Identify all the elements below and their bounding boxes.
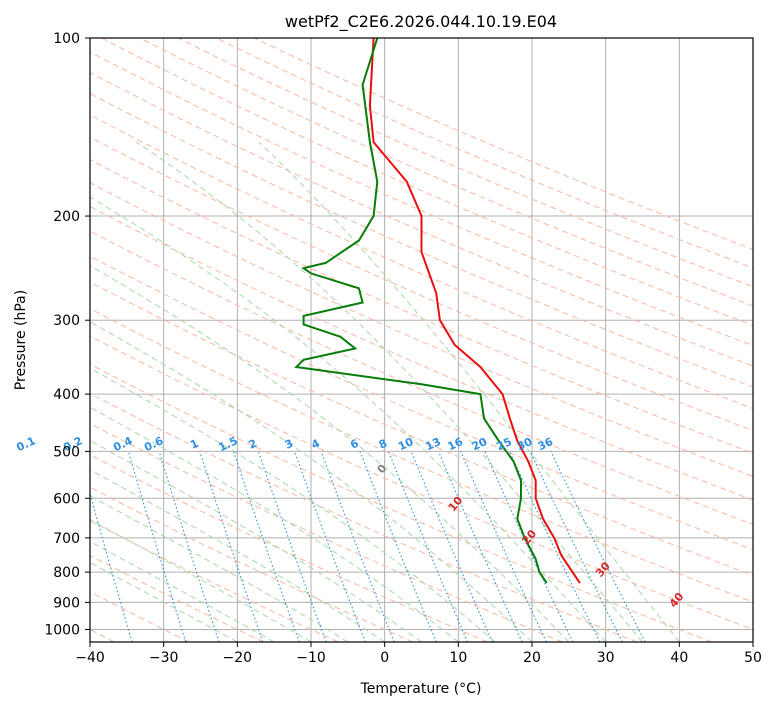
- x-tick-label: −30: [149, 650, 179, 666]
- y-tick-label: 100: [53, 31, 80, 47]
- y-tick-label: 600: [53, 491, 80, 507]
- y-tick-label: 1000: [44, 622, 80, 638]
- y-tick-label: 200: [53, 209, 80, 225]
- x-tick-label: −20: [223, 650, 253, 666]
- x-tick-label: 50: [744, 650, 762, 666]
- x-tick-label: 20: [523, 650, 541, 666]
- chart-title: wetPf2_C2E6.2026.044.10.19.E04: [285, 12, 557, 32]
- x-tick-label: 0: [380, 650, 389, 666]
- x-tick-label: 10: [449, 650, 467, 666]
- x-tick-label: −10: [296, 650, 326, 666]
- y-tick-label: 300: [53, 313, 80, 329]
- y-tick-label: 700: [53, 531, 80, 547]
- y-tick-label: 800: [53, 565, 80, 581]
- y-tick-label: 500: [53, 444, 80, 460]
- x-tick-label: −40: [75, 650, 105, 666]
- x-tick-label: 30: [597, 650, 615, 666]
- x-axis-label: Temperature (°C): [360, 681, 482, 697]
- y-tick-label: 900: [53, 595, 80, 611]
- y-axis-label: Pressure (hPa): [13, 290, 29, 390]
- x-tick-label: 40: [670, 650, 688, 666]
- y-tick-label: 400: [53, 387, 80, 403]
